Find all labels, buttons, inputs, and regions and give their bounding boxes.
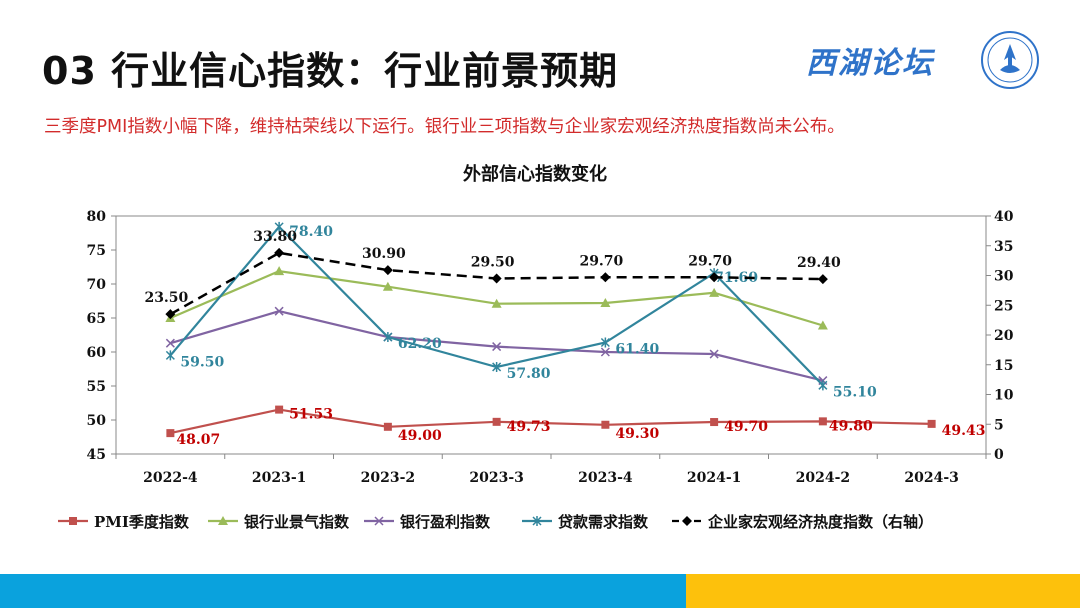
series-4-data-label: 29.70 (688, 253, 732, 269)
left-axis-tick-label: 65 (87, 311, 106, 327)
series-1-point (600, 298, 611, 308)
series-4-data-label: 30.90 (362, 246, 406, 262)
series-1-point (709, 287, 720, 297)
series-2-point (492, 342, 502, 352)
x-axis-tick-label: 2023-2 (361, 470, 416, 486)
right-axis-tick-label: 40 (994, 209, 1014, 225)
right-axis-tick-label: 20 (994, 328, 1014, 344)
legend-label-0: PMI季度指数 (94, 513, 190, 531)
left-axis-tick-label: 70 (87, 277, 107, 293)
series-line-0 (170, 408, 932, 435)
right-axis-tick-label: 30 (994, 269, 1014, 285)
series-0-point (166, 429, 175, 438)
right-axis-tick-label: 15 (994, 358, 1013, 374)
series-1-point (817, 320, 828, 330)
series-0-data-label: 48.07 (176, 432, 220, 448)
legend-marker-0 (69, 517, 77, 525)
legend-label-2: 银行盈利指数 (400, 513, 491, 531)
series-0-point (492, 417, 501, 426)
series-4-point (817, 274, 828, 285)
series-0-data-label: 49.00 (398, 428, 442, 444)
series-0-point (383, 422, 392, 431)
series-4-point (491, 273, 502, 284)
brand-name: 西湖论坛 (806, 46, 934, 81)
series-0-data-label: 51.53 (289, 407, 333, 423)
x-axis-tick-label: 2024-2 (796, 470, 851, 486)
series-4-data-label: 23.50 (144, 290, 188, 306)
series-4-point (274, 247, 285, 258)
series-1-point (274, 266, 285, 276)
legend-marker-1 (218, 516, 228, 525)
series-0-data-label: 49.43 (942, 423, 986, 439)
series-4-point (382, 265, 393, 276)
series-4-point (600, 272, 611, 283)
chart-title: 外部信心指数变化 (463, 163, 607, 185)
x-axis-tick-label: 2023-1 (252, 470, 307, 486)
forum-logo-icon (981, 31, 1039, 89)
series-3-data-label: 61.40 (615, 341, 659, 357)
right-axis-tick-label: 10 (994, 388, 1014, 404)
series-4-data-label: 29.50 (471, 254, 515, 270)
left-axis-tick-label: 80 (87, 209, 107, 225)
series-0-data-label: 49.70 (724, 419, 768, 435)
series-3-point (600, 337, 610, 348)
series-2-point (274, 306, 284, 316)
series-4-data-label: 33.80 (253, 229, 297, 245)
series-3-data-label: 78.40 (289, 224, 333, 240)
page-title: 03 行业信心指数：行业前景预期 (42, 49, 619, 93)
right-axis-tick-label: 25 (994, 298, 1013, 314)
left-axis-tick-label: 60 (87, 345, 107, 361)
series-0-point (601, 420, 610, 429)
series-3-data-label: 55.10 (833, 384, 877, 400)
right-axis-tick-label: 0 (994, 447, 1004, 463)
x-axis-tick-label: 2023-4 (578, 470, 633, 486)
x-axis-tick-label: 2024-1 (687, 470, 742, 486)
legend-label-4: 企业家宏观经济热度指数（右轴） (707, 513, 933, 531)
series-3-data-label: 59.50 (180, 354, 224, 370)
series-2-point (165, 338, 175, 348)
series-2-point (709, 349, 719, 359)
page-subtitle: 三季度PMI指数小幅下降，维持枯荣线以下运行。银行业三项指数与企业家宏观经济热度… (44, 117, 845, 137)
series-4-point (165, 309, 176, 320)
right-axis-tick-label: 35 (994, 239, 1013, 255)
series-1-point (491, 298, 502, 308)
x-axis-tick-label: 2024-3 (904, 470, 959, 486)
legend-marker-2 (374, 516, 384, 526)
series-2-point (600, 347, 610, 357)
left-axis-tick-label: 55 (87, 379, 106, 395)
series-3-point (274, 221, 284, 232)
left-axis-tick-label: 50 (87, 413, 107, 429)
legend-marker-3 (532, 516, 542, 526)
series-0-data-label: 49.30 (615, 426, 659, 442)
series-3-point (165, 350, 175, 361)
x-axis-tick-label: 2022-4 (143, 470, 198, 486)
series-4-data-label: 29.70 (579, 253, 623, 269)
series-0-point (710, 418, 719, 427)
footer-bar-blue (0, 574, 686, 608)
series-0-data-label: 49.80 (829, 418, 873, 434)
series-0-point (818, 417, 827, 426)
right-axis-tick-label: 5 (994, 417, 1004, 433)
series-0-point (927, 419, 936, 428)
legend-label-3: 贷款需求指数 (558, 513, 649, 531)
series-0-point (275, 405, 284, 414)
legend-label-1: 银行业景气指数 (244, 513, 350, 531)
left-axis-tick-label: 45 (87, 447, 106, 463)
series-1-point (382, 281, 393, 291)
series-3-data-label: 57.80 (507, 366, 551, 382)
series-4-point (709, 272, 720, 283)
x-axis-tick-label: 2023-3 (469, 470, 524, 486)
series-3-point (492, 361, 502, 372)
series-0-data-label: 49.73 (507, 419, 551, 435)
series-3-data-label: 62.20 (398, 336, 442, 352)
series-3-point (383, 332, 393, 343)
footer-bar-yellow (686, 574, 1080, 608)
legend-marker-4 (682, 516, 692, 526)
series-3-point (818, 380, 828, 391)
left-axis-tick-label: 75 (87, 243, 106, 259)
series-4-data-label: 29.40 (797, 255, 841, 271)
confidence-index-chart: 外部信心指数变化 45 50 55 60 65 70 75 80 0 5 10 15 20 25 30 35 40… (58, 163, 1014, 531)
